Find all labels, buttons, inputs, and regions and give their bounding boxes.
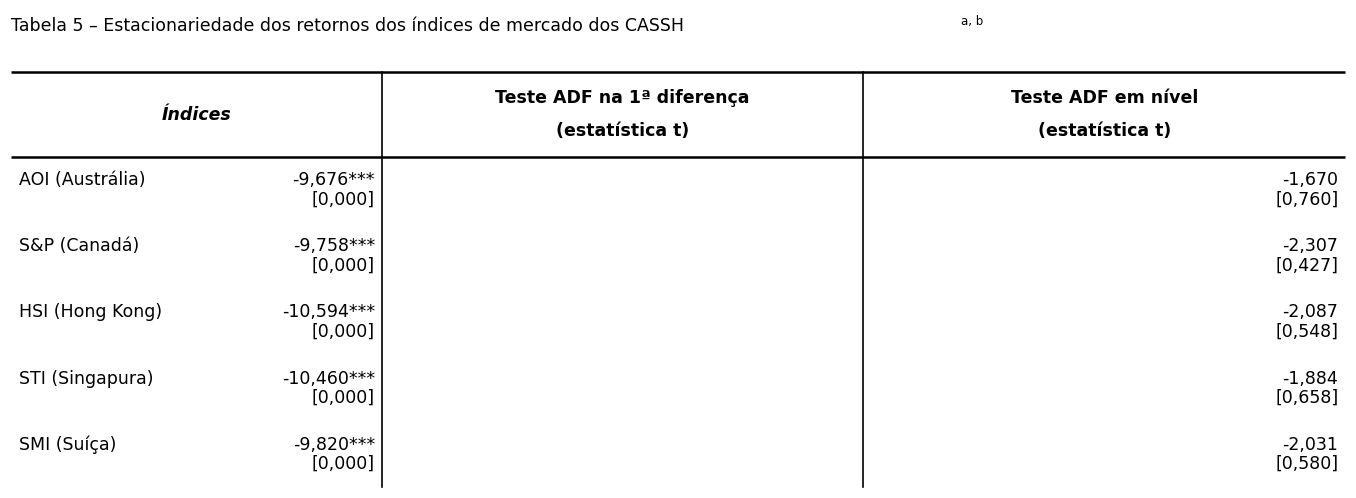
Text: -9,820***: -9,820*** [293,436,376,454]
Text: Teste ADF em nível: Teste ADF em nível [1010,89,1197,108]
Text: -1,670: -1,670 [1283,171,1338,189]
Text: [0,000]: [0,000] [312,388,376,406]
Text: S&P (Canadá): S&P (Canadá) [19,238,140,255]
Text: HSI (Hong Kong): HSI (Hong Kong) [19,303,163,322]
Text: [0,000]: [0,000] [312,455,376,473]
Text: [0,548]: [0,548] [1276,322,1338,341]
Text: [0,760]: [0,760] [1275,190,1338,208]
Text: [0,580]: [0,580] [1275,455,1338,473]
Text: [0,000]: [0,000] [312,322,376,341]
Text: -10,460***: -10,460*** [282,370,376,387]
Text: Tabela 5 – Estacionariedade dos retornos dos índices de mercado dos CASSH: Tabela 5 – Estacionariedade dos retornos… [11,17,683,35]
Text: a, b: a, b [961,15,983,28]
Text: -9,758***: -9,758*** [293,238,376,255]
Text: [0,658]: [0,658] [1275,388,1338,406]
Text: Teste ADF na 1ª diferença: Teste ADF na 1ª diferença [495,89,750,108]
Text: (estatística t): (estatística t) [1037,122,1172,140]
Text: -2,031: -2,031 [1283,436,1338,454]
Text: STI (Singapura): STI (Singapura) [19,370,153,387]
Text: Índices: Índices [161,106,231,124]
Text: (estatística t): (estatística t) [556,122,689,140]
Text: [0,000]: [0,000] [312,190,376,208]
Text: -1,884: -1,884 [1283,370,1338,387]
Text: -2,307: -2,307 [1283,238,1338,255]
Text: -2,087: -2,087 [1283,303,1338,322]
Text: -10,594***: -10,594*** [282,303,376,322]
Text: SMI (Suíça): SMI (Suíça) [19,435,117,454]
Text: AOI (Austrália): AOI (Austrália) [19,171,145,189]
Text: -9,676***: -9,676*** [293,171,376,189]
Text: [0,000]: [0,000] [312,256,376,274]
Text: [0,427]: [0,427] [1276,256,1338,274]
